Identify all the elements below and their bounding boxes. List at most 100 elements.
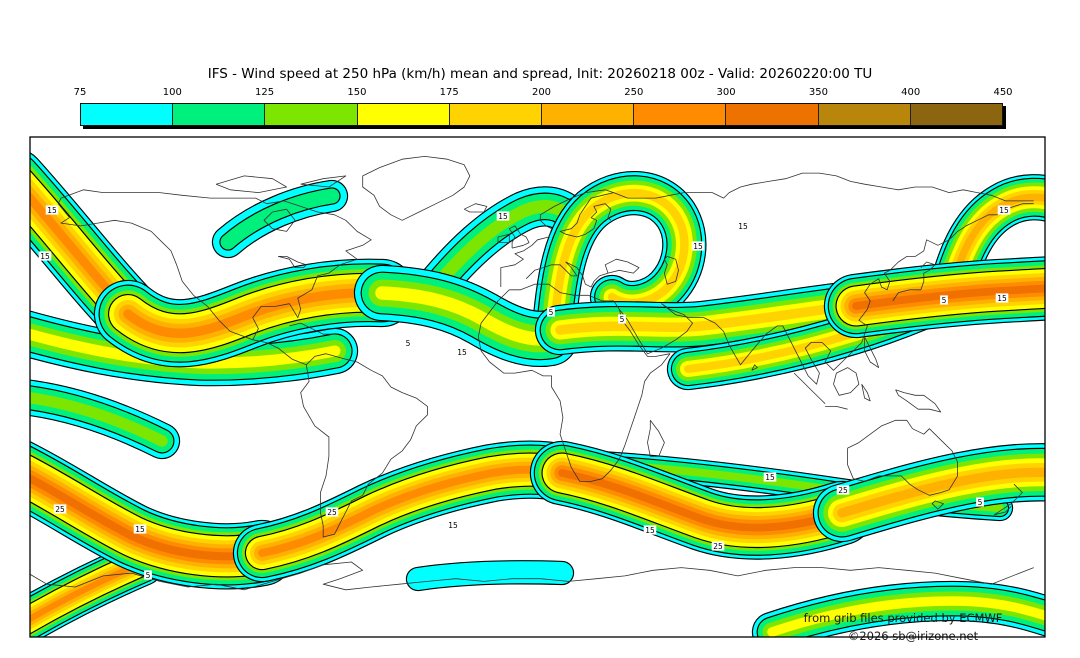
contour-label-box [976,497,984,507]
colorbar-bar [80,103,1003,126]
coastline-path [751,364,758,371]
contour-label-text: 5 [549,308,554,317]
colorbar-tick: 100 [162,87,182,98]
contour-label-text: 15 [135,525,145,534]
wind-band-sjet-australia-level5 [837,467,1045,518]
colorbar: 75 100 125 150 175 200 250 300 350 400 450 [74,87,1013,126]
colorbar-segment-100-125 [173,104,266,125]
coastline-path [825,406,848,410]
wind-band-sjet-atlantic-level6 [258,465,566,557]
colorbar-tick: 200 [531,87,552,98]
wind-band-njet-eastasia-level7 [852,284,1045,310]
contour-label-text: 15 [693,242,703,251]
coastline-path [57,189,372,366]
contour-label-text: 25 [713,542,723,551]
wind-speed-bands-layer [30,152,1045,637]
contour-label-text: 5 [146,571,151,580]
wind-band-norwegian-branch-level2 [425,200,575,298]
contour-label-text: 15 [40,252,50,261]
contour-labels-layer: 15 15 15 5 15 15 15 15 5 15 5 5 25 15 5 25 15 15 25 5 25 15 [38,205,1011,580]
coastline-path [278,255,307,268]
wind-band-scandinavia-loop-level4 [548,188,689,341]
contour-label-box [325,507,339,517]
contour-label-box [940,295,948,305]
colorbar-tick: 300 [716,87,736,98]
wind-band-sjet-indian-level7 [558,469,846,532]
coastline-path [525,261,609,288]
contour-label-box [763,472,777,482]
coastline-path [664,256,679,285]
coastline-path [864,336,880,368]
contour-label-box [643,525,657,535]
coastline-path [508,225,530,249]
wind-band-sjet-west-level7 [30,473,266,561]
coastline-path [993,483,1023,516]
coastline-path [861,383,871,402]
coastline-path [263,208,296,232]
coastline-path [500,228,552,287]
coastline-path [833,367,860,396]
colorbar-tick: 75 [73,87,87,98]
contour-label-box [38,251,52,261]
contour-label-text: 25 [55,505,65,514]
wind-band-antarctic-band-level3 [767,596,1045,637]
colorbar-tick: 450 [993,87,1013,98]
contour-label-text: 15 [997,294,1007,303]
wind-band-njet-europe-level3 [375,286,557,346]
wind-band-njet-atlantic-level6 [123,288,387,338]
coastline-path [477,283,671,482]
coastline-path [215,175,287,193]
contour-label-box [995,293,1009,303]
colorbar-segment-175-200 [449,104,543,125]
coastline-path [613,172,1034,202]
contour-label-text: 15 [47,206,57,215]
contour-label-text: 5 [978,498,983,507]
contour-label-box [53,504,67,514]
colorbar-tick: 125 [255,87,275,98]
contour-label-box [133,524,147,534]
contour-label-box [455,347,469,357]
contour-label-text: 5 [406,339,411,348]
coastline-path [300,175,347,188]
coastline-path [497,233,510,243]
contour-label-box [736,221,750,231]
contour-label-box [496,211,510,221]
coastline-path [30,561,1034,591]
map-border [29,136,1046,638]
coastline-path [300,353,428,538]
coastline-path [647,420,665,457]
contour-label-box [691,241,705,251]
contour-label-text: 15 [765,473,775,482]
wind-band-satl-thin-level0 [407,561,573,590]
coastline-path [847,419,958,496]
contour-label-box [446,520,460,530]
coastline-path [793,372,826,404]
contour-label-text: 25 [838,486,848,495]
colorbar-tick: 175 [439,87,459,98]
coastline-path [895,389,942,413]
contour-label-text: 15 [448,521,458,530]
coastline-path [892,261,936,302]
contour-label-text: 15 [645,526,655,535]
colorbar-segment-400-450 [910,104,1003,125]
colorbar-tick-labels: 75 100 125 150 175 200 250 300 350 400 450 [74,87,1013,101]
coastline-path [604,258,640,274]
chart-title: IFS - Wind speed at 250 hPa (km/h) mean … [207,66,873,82]
colorbar-segment-200-250 [542,104,635,125]
contour-label-text: 15 [457,348,467,357]
contour-label-box [997,205,1011,215]
coastlines-layer [30,156,1034,591]
colorbar-tick: 350 [808,87,828,98]
coastline-path [289,322,335,335]
contour-label-text: 15 [999,206,1009,215]
contour-label-box [618,314,626,324]
credit-source-text: from grib files provided by ECMWF [804,611,1003,625]
colorbar-segment-300-350 [726,104,819,125]
contour-label-text: 5 [620,315,625,324]
colorbar-segment-250-300 [634,104,727,125]
contour-label-text: 15 [738,222,748,231]
colorbar-segment-350-400 [818,104,911,125]
contour-label-box [836,485,850,495]
